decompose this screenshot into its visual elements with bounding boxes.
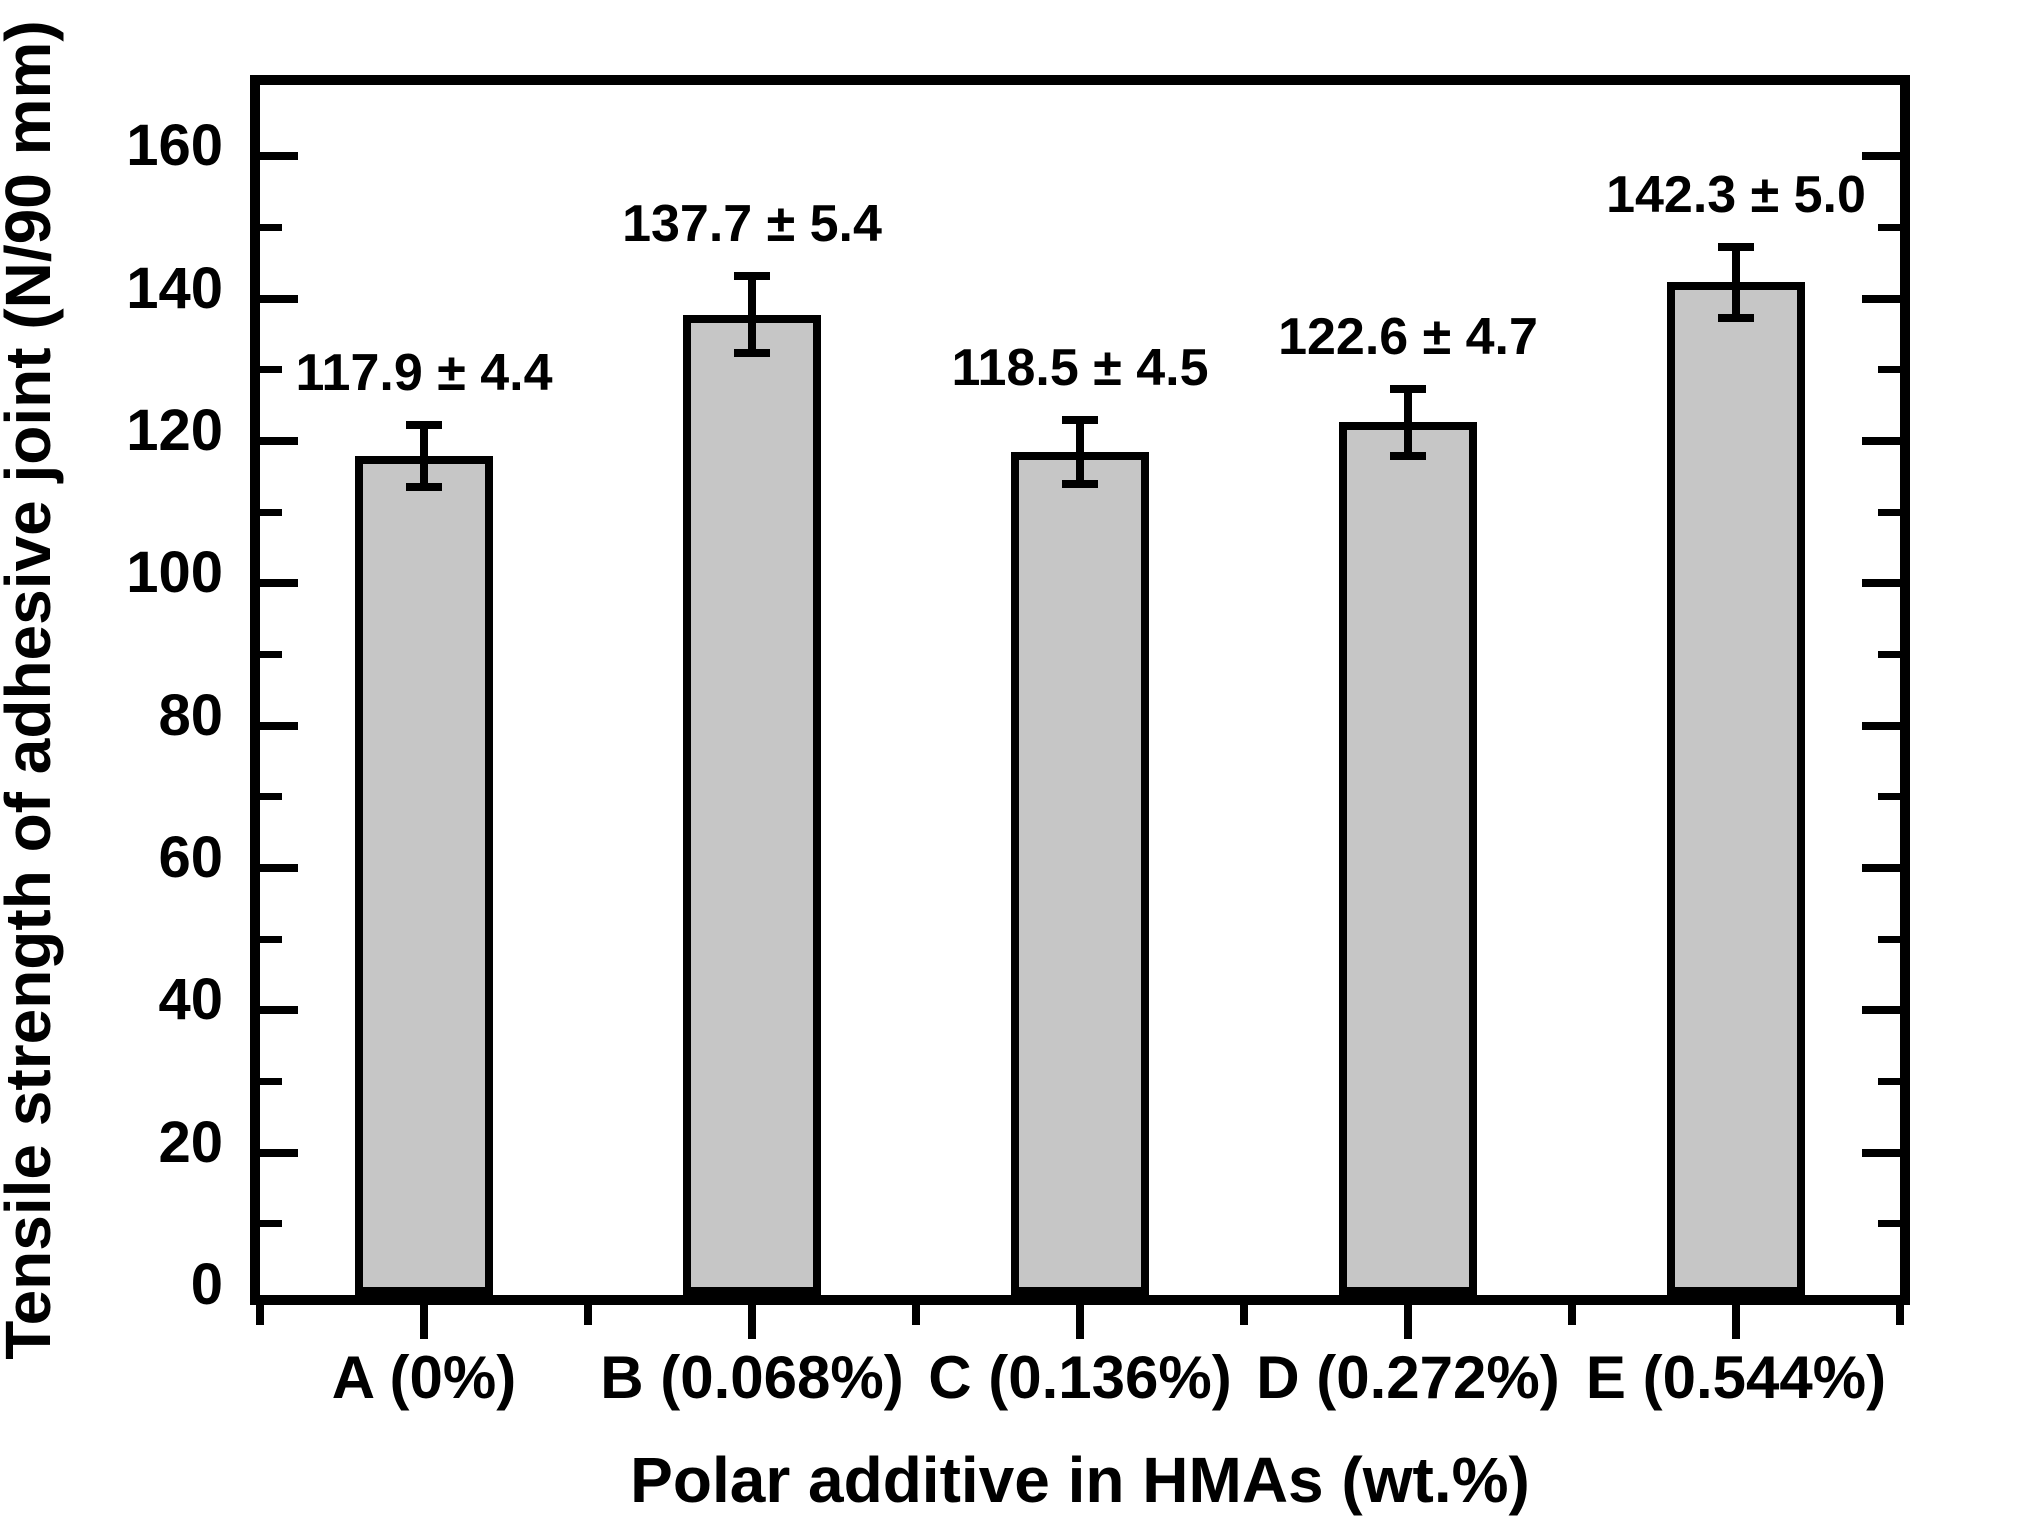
error-bar-cap	[1718, 313, 1754, 322]
y-major-tick-right	[1862, 436, 1900, 445]
x-minor-tick	[1896, 1305, 1904, 1325]
y-major-tick	[260, 1148, 298, 1157]
x-minor-tick	[1240, 1305, 1248, 1325]
error-bar	[1404, 388, 1412, 456]
x-minor-tick	[912, 1305, 920, 1325]
error-bar-cap	[406, 420, 442, 429]
x-tick-label: A (0%)	[331, 1344, 517, 1411]
error-bar-cap	[1390, 384, 1426, 393]
y-minor-tick-right	[1878, 793, 1900, 801]
y-major-tick-right	[1862, 579, 1900, 588]
y-minor-tick	[260, 223, 282, 231]
x-major-tick	[1404, 1305, 1412, 1339]
y-major-tick	[260, 1006, 298, 1015]
y-tick-label: 100	[126, 540, 223, 606]
y-major-tick	[260, 436, 298, 445]
x-major-tick	[1076, 1305, 1084, 1339]
x-tick-label: D (0.272%)	[1256, 1344, 1560, 1411]
y-minor-tick	[260, 650, 282, 658]
bar-value-label: 117.9 ± 4.4	[295, 343, 553, 402]
y-tick-label: 0	[190, 1252, 223, 1317]
error-bar-cap	[406, 483, 442, 492]
y-tick-label: 40	[158, 967, 223, 1033]
x-minor-tick	[1568, 1305, 1576, 1325]
x-tick-label: C (0.136%)	[928, 1344, 1232, 1411]
y-tick-labels: 0 20 40 60 80 100 120 140 160	[0, 75, 235, 1314]
y-tick-label: 80	[158, 682, 223, 748]
y-major-tick-right	[1862, 294, 1900, 303]
y-minor-tick	[260, 1077, 282, 1085]
y-minor-tick-right	[1878, 508, 1900, 516]
y-minor-tick	[260, 935, 282, 943]
y-tick-label: 60	[158, 824, 223, 890]
bar	[683, 314, 821, 1295]
x-major-tick	[1732, 1305, 1740, 1339]
x-tick-labels: A (0%) B (0.068%) C (0.136%) D (0.272%) E (0…	[250, 1348, 1910, 1428]
plot-area: 117.9 ± 4.4 137.7 ± 5.4 118.5 ± 4.5 122.6 ±…	[250, 75, 1910, 1305]
x-tick-label: E (0.544%)	[1585, 1344, 1887, 1411]
bar	[1011, 451, 1149, 1295]
error-bar-cap	[1718, 242, 1754, 251]
x-tick-label: B (0.068%)	[600, 1344, 904, 1411]
y-tick-label: 160	[126, 113, 223, 179]
y-major-tick-right	[1862, 1006, 1900, 1015]
error-bar	[1076, 419, 1084, 484]
y-minor-tick-right	[1878, 223, 1900, 231]
x-major-tick	[748, 1305, 756, 1339]
x-axis-title: Polar additive in HMAs (wt.%)	[630, 1444, 1530, 1516]
y-major-tick-right	[1862, 1148, 1900, 1157]
x-minor-tick	[584, 1305, 592, 1325]
y-minor-tick-right	[1878, 1077, 1900, 1085]
y-tick-label: 20	[158, 1109, 223, 1175]
y-minor-tick	[260, 366, 282, 374]
y-major-tick-right	[1862, 152, 1900, 161]
y-tick-label: 120	[126, 397, 223, 463]
y-minor-tick-right	[1878, 935, 1900, 943]
x-major-tick	[420, 1305, 428, 1339]
bar	[1339, 422, 1477, 1295]
y-major-tick	[260, 721, 298, 730]
error-bar-cap	[1062, 479, 1098, 488]
error-bar-cap	[1062, 415, 1098, 424]
bar-value-label: 142.3 ± 5.0	[1606, 165, 1866, 224]
x-minor-tick	[256, 1305, 264, 1325]
bar	[1667, 282, 1805, 1295]
y-minor-tick-right	[1878, 650, 1900, 658]
y-major-tick	[260, 294, 298, 303]
bar-value-label: 137.7 ± 5.4	[622, 195, 882, 254]
error-bar	[748, 276, 756, 354]
error-bar-cap	[734, 272, 770, 281]
error-bar	[420, 424, 428, 488]
y-major-tick	[260, 579, 298, 588]
y-minor-tick-right	[1878, 1220, 1900, 1228]
y-major-tick	[260, 863, 298, 872]
bar-value-label: 118.5 ± 4.5	[951, 338, 1209, 397]
x-tick-area	[250, 1305, 1910, 1345]
y-tick-label: 140	[126, 255, 223, 321]
error-bar-cap	[1390, 451, 1426, 460]
y-major-tick-right	[1862, 721, 1900, 730]
error-bar	[1732, 246, 1740, 318]
y-major-tick-right	[1862, 863, 1900, 872]
y-major-tick	[260, 152, 298, 161]
bar-value-label: 122.6 ± 4.7	[1278, 307, 1538, 366]
error-bar-cap	[734, 349, 770, 358]
y-minor-tick	[260, 793, 282, 801]
y-minor-tick	[260, 1220, 282, 1228]
y-minor-tick-right	[1878, 366, 1900, 374]
bar	[355, 455, 493, 1295]
y-minor-tick	[260, 508, 282, 516]
